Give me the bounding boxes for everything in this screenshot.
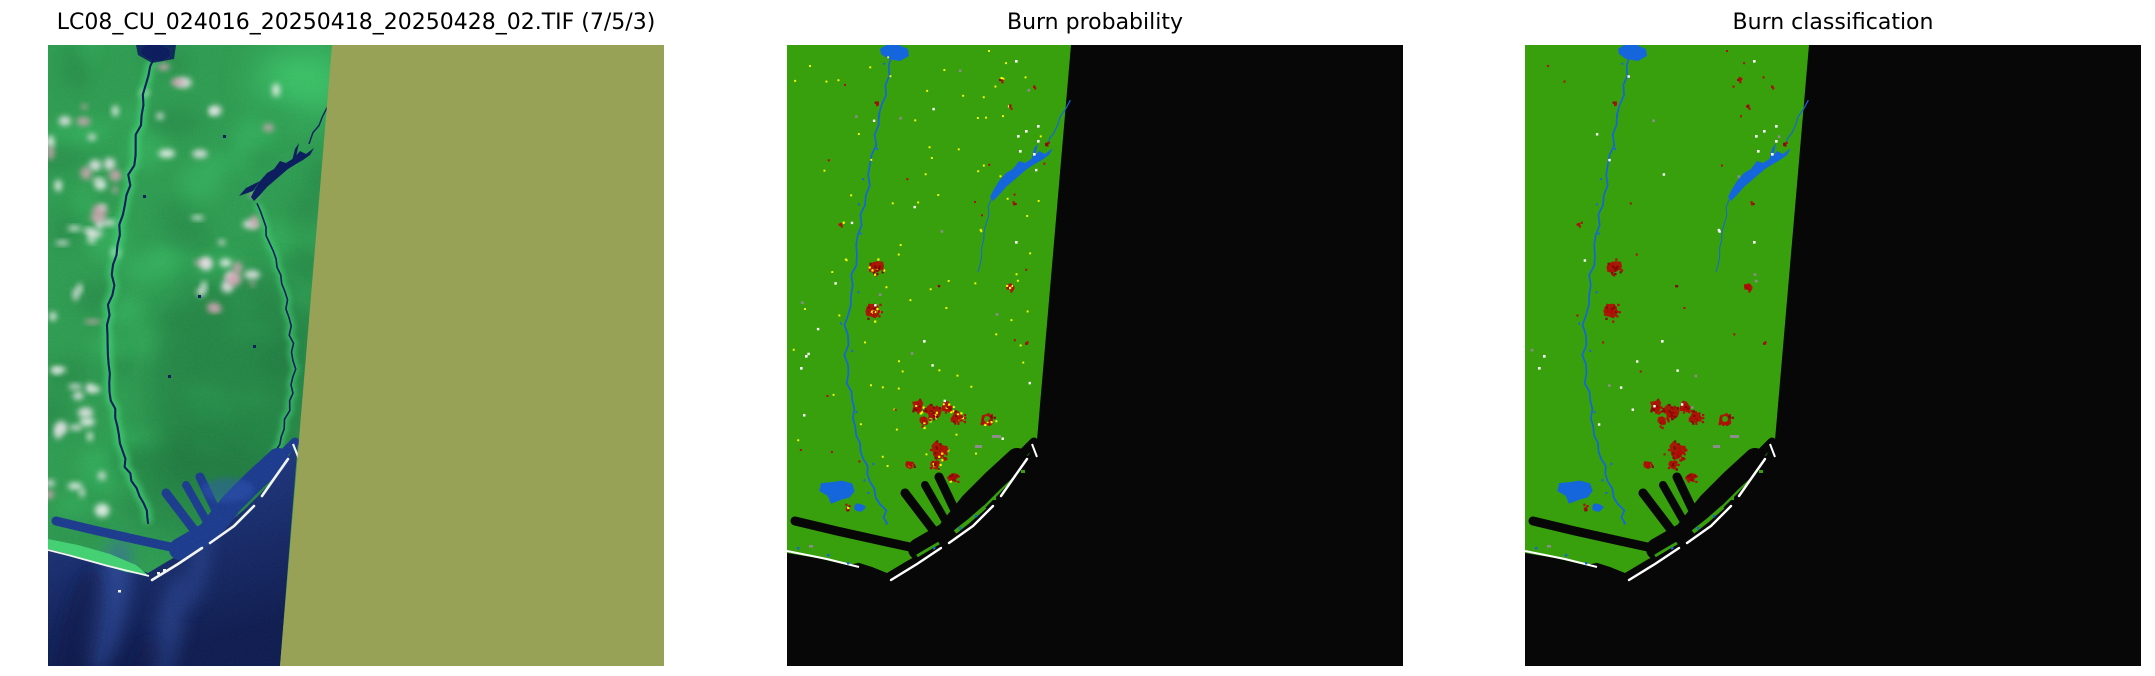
burn-classification-map xyxy=(1525,45,2141,666)
panel-satellite: LC08_CU_024016_20250418_20250428_02.TIF … xyxy=(48,10,664,666)
panel-title-satellite: LC08_CU_024016_20250418_20250428_02.TIF … xyxy=(56,10,656,35)
satellite-image xyxy=(48,45,664,666)
panel-title-burn-probability: Burn probability xyxy=(1006,10,1184,35)
panel-title-burn-classification: Burn classification xyxy=(1732,10,1934,35)
burn-probability-map xyxy=(787,45,1403,666)
panel-burn-probability: Burn probability xyxy=(787,10,1403,666)
panel-burn-classification: Burn classification xyxy=(1525,10,2141,666)
